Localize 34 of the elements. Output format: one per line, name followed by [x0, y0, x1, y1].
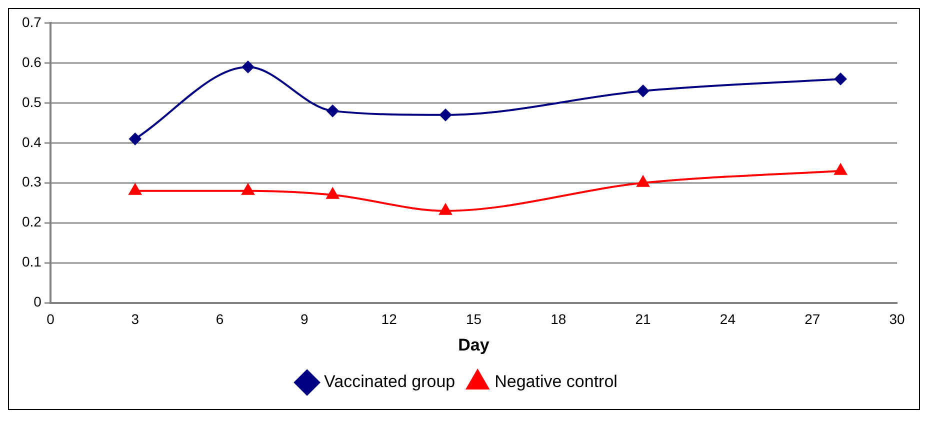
y-tick-label: 0.5 [22, 94, 42, 110]
point [439, 204, 452, 215]
x-tick-label: 30 [889, 311, 905, 328]
point [636, 176, 650, 187]
point [326, 104, 339, 117]
y-tick-label: 0 [34, 294, 42, 310]
point [440, 108, 452, 121]
x-tick-label: 0 [46, 311, 55, 328]
x-tick-label: 18 [550, 311, 566, 328]
y-tick-label: 0.1 [22, 254, 42, 270]
legend-label: Negative control [494, 372, 618, 392]
x-tick-label: 9 [300, 311, 309, 328]
point [326, 188, 339, 199]
x-axis-title: Day [458, 335, 490, 354]
point [242, 184, 254, 195]
y-tick-label: 0.4 [22, 134, 42, 150]
point [129, 132, 142, 145]
x-tick-label: 24 [720, 311, 736, 328]
point [834, 72, 847, 85]
point [128, 184, 142, 195]
legend-label: Vaccinated group [324, 372, 456, 392]
point [242, 60, 254, 73]
point [637, 84, 650, 97]
x-tick-label: 27 [804, 311, 820, 328]
y-tick-label: 0.7 [22, 14, 42, 30]
y-tick-label: 0.3 [22, 174, 42, 190]
x-tick-label: 12 [381, 311, 398, 328]
x-tick-label: 21 [635, 311, 652, 328]
x-tick-label: 6 [216, 311, 224, 328]
point [834, 164, 847, 175]
y-tick-label: 0.2 [22, 214, 42, 230]
y-tick-label: 0.6 [22, 54, 42, 70]
x-tick-label: 15 [466, 311, 482, 328]
x-tick-label: 3 [131, 311, 140, 328]
